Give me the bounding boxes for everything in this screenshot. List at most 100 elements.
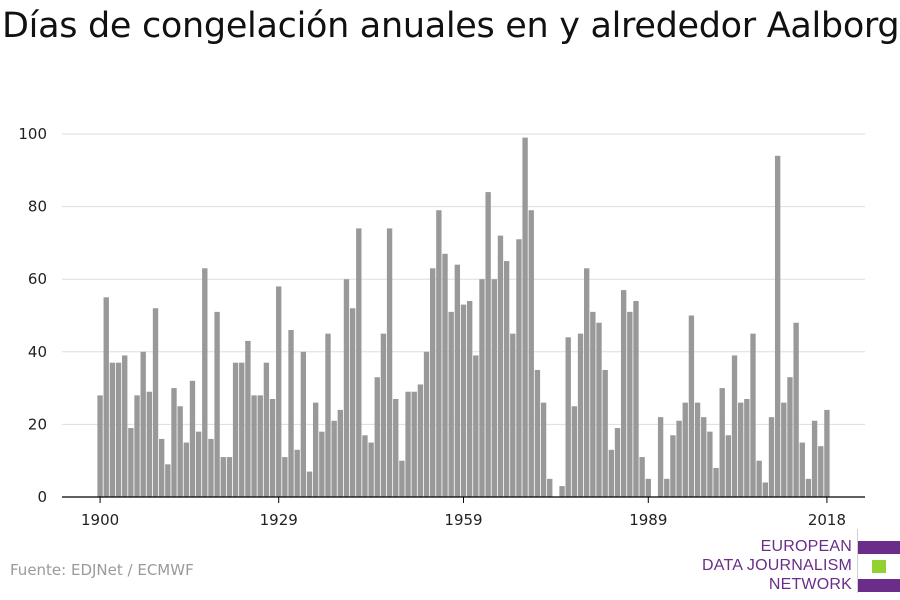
bar-1983 <box>608 449 615 497</box>
bar-1992 <box>664 478 670 497</box>
bar-2014 <box>799 442 805 497</box>
bar-1918 <box>208 438 214 497</box>
edjnet-logo: EUROPEAN DATA JOURNALISM NETWORK <box>670 529 900 594</box>
bar-1954 <box>430 268 436 497</box>
logo-divider <box>857 529 858 593</box>
bar-2007 <box>756 460 762 497</box>
bar-1927 <box>263 362 270 497</box>
bar-1999 <box>707 431 713 497</box>
bar-1931 <box>288 330 294 497</box>
bar-1949 <box>399 460 405 497</box>
bar-1947 <box>386 228 393 497</box>
bar-1929 <box>276 286 282 497</box>
bar-1901 <box>103 297 109 497</box>
y-tick-label: 80 <box>28 198 47 216</box>
bar-1932 <box>294 449 300 497</box>
bar-1971 <box>534 369 541 497</box>
bar-1968 <box>516 239 522 497</box>
bar-1956 <box>442 253 448 497</box>
bar-1919 <box>214 311 220 497</box>
bar-1959 <box>460 304 467 497</box>
bar-1993 <box>670 435 676 497</box>
bar-1902 <box>109 362 116 497</box>
bar-1962 <box>479 279 485 497</box>
bar-1900 <box>97 395 103 497</box>
bar-1926 <box>257 395 263 497</box>
bar-1925 <box>251 395 257 497</box>
bar-2018 <box>824 409 830 497</box>
bar-1986 <box>627 311 633 497</box>
x-tick-label: 1929 <box>260 511 298 529</box>
bar-1909 <box>152 308 159 497</box>
bar-1913 <box>177 406 183 497</box>
logo-line-3: NETWORK <box>768 576 852 593</box>
bar-1920 <box>220 457 226 497</box>
bar-1998 <box>701 417 707 497</box>
y-tick-label: 40 <box>28 343 47 361</box>
y-tick-label: 60 <box>28 270 47 288</box>
bar-1970 <box>528 210 534 498</box>
bar-1923 <box>239 362 245 497</box>
bar-1907 <box>140 351 146 497</box>
bar-1941 <box>349 308 356 497</box>
bar-1945 <box>374 377 380 497</box>
bar-1944 <box>368 442 374 497</box>
bar-1953 <box>423 351 430 497</box>
bar-1936 <box>319 431 325 497</box>
source-note: Fuente: EDJNet / ECMWF <box>10 561 194 579</box>
bar-1922 <box>232 362 239 497</box>
bar-1940 <box>343 279 350 497</box>
bar-2009 <box>768 417 775 497</box>
bar-2013 <box>793 322 799 497</box>
bar-1964 <box>491 279 497 497</box>
bar-1928 <box>269 398 276 497</box>
bar-1915 <box>189 380 196 497</box>
bar-1977 <box>571 406 578 497</box>
bar-1966 <box>503 261 510 497</box>
bar-1985 <box>620 290 627 497</box>
bar-1994 <box>676 420 682 497</box>
bar-1982 <box>602 369 608 497</box>
bar-1935 <box>312 402 319 497</box>
y-tick-label: 100 <box>18 125 47 143</box>
bar-1930 <box>282 457 288 497</box>
bar-1904 <box>122 355 128 497</box>
bar-1948 <box>393 398 399 497</box>
bar-1903 <box>115 362 122 497</box>
axes: 0 20 40 60 80 100 1900 1929 1959 1989 2018 <box>18 125 865 529</box>
bar-1988 <box>639 457 645 497</box>
bar-1921 <box>226 457 233 497</box>
x-tick-label: 1959 <box>444 511 482 529</box>
bar-2010 <box>774 155 781 497</box>
bar-1905 <box>128 428 134 497</box>
bar-1937 <box>325 333 331 497</box>
bar-2006 <box>750 333 756 497</box>
bar-1924 <box>245 340 251 497</box>
bar-1969 <box>522 137 528 497</box>
y-tick-label: 0 <box>37 488 47 506</box>
x-tick-label: 2018 <box>808 511 846 529</box>
bar-1911 <box>165 464 171 497</box>
bar-1978 <box>577 333 584 497</box>
bar-1973 <box>547 478 553 497</box>
bar-1995 <box>682 402 688 497</box>
bar-2005 <box>744 398 750 497</box>
bar-1965 <box>497 235 504 497</box>
logo-bar-middle <box>872 560 886 573</box>
bar-1987 <box>633 300 639 497</box>
logo-text: EUROPEAN DATA JOURNALISM NETWORK <box>702 537 852 594</box>
logo-bar-top <box>858 541 900 554</box>
bar-1934 <box>306 471 313 497</box>
bar-chart: 0 20 40 60 80 100 1900 1929 1959 1989 2018 <box>18 125 865 529</box>
bar-1957 <box>448 311 454 497</box>
bar-2002 <box>725 435 732 497</box>
x-tick-label: 1989 <box>629 511 667 529</box>
logo-line-1: EUROPEAN <box>760 538 852 555</box>
bar-1952 <box>417 384 424 497</box>
bar-1967 <box>510 333 516 497</box>
bar-2017 <box>818 446 824 497</box>
bar-1951 <box>411 391 417 497</box>
bar-1996 <box>688 315 695 497</box>
bar-1989 <box>645 478 651 497</box>
bar-1916 <box>195 431 202 497</box>
